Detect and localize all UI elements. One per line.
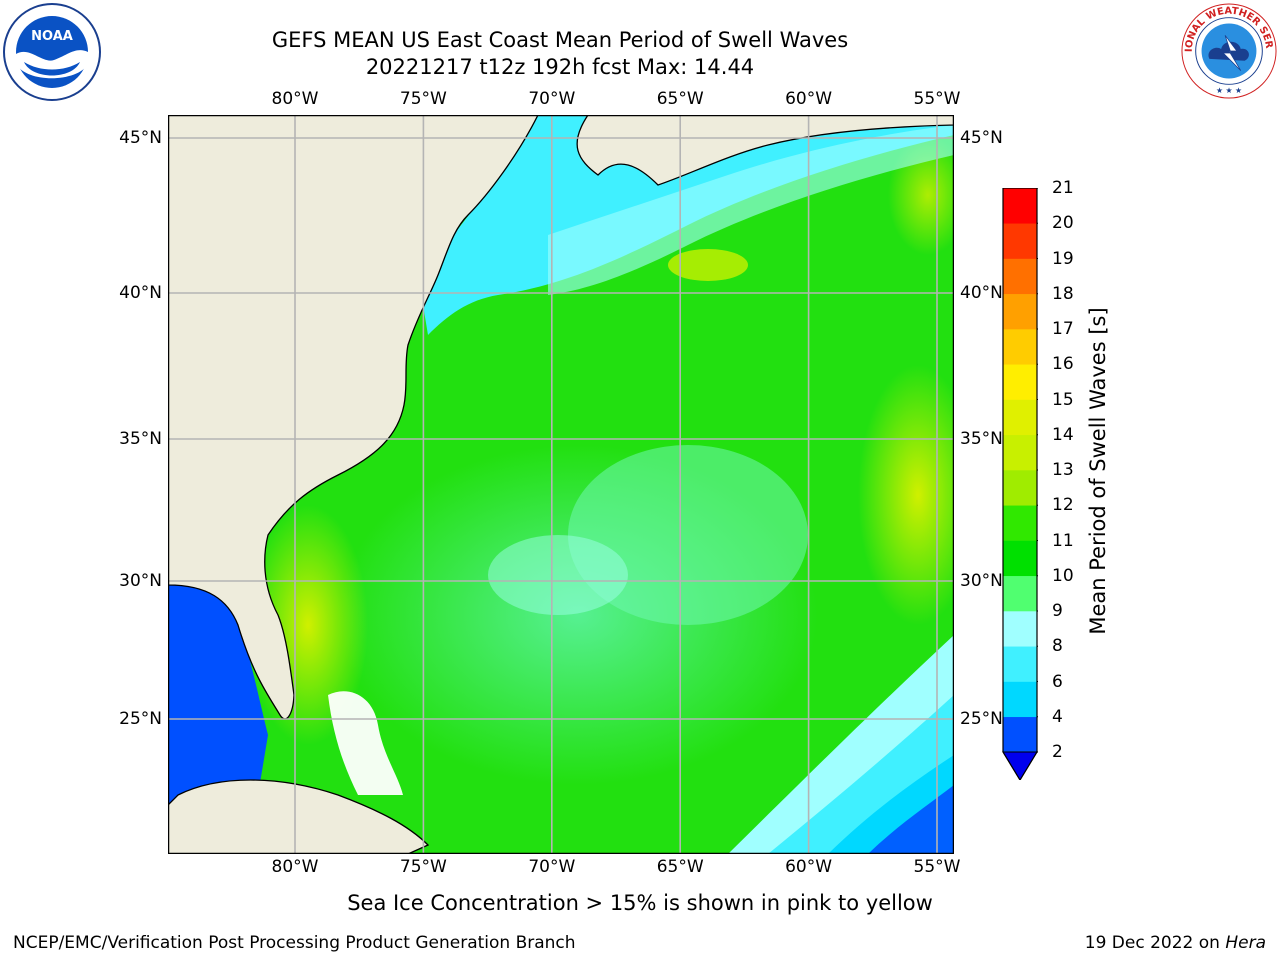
colorbar-level-label: 21 xyxy=(1052,178,1074,198)
lon-tick-label-top: 55°W xyxy=(913,89,961,109)
lat-tick-label-right: 30°N xyxy=(960,571,1003,591)
colorbar-band xyxy=(1003,399,1037,436)
colorbar-band xyxy=(1003,681,1037,718)
colorbar-level-label: 12 xyxy=(1052,495,1074,516)
footer-host: Hera xyxy=(1225,933,1266,953)
colorbar-level-label: 13 xyxy=(1052,460,1074,480)
colorbar-level-label: 4 xyxy=(1052,706,1063,727)
colorbar-band xyxy=(1003,258,1037,295)
footer-date: 19 Dec 2022 on Hera xyxy=(1085,933,1266,953)
colorbar-band xyxy=(1003,223,1037,259)
lat-tick-label-right: 35°N xyxy=(960,429,1003,449)
colorbar-band xyxy=(1003,188,1037,224)
colorbar-band xyxy=(1003,716,1037,753)
chart-subtitle: 20221217 t12z 192h fcst Max: 14.44 xyxy=(365,55,755,79)
colorbar-band xyxy=(1003,540,1037,577)
colorbar xyxy=(1002,188,1038,780)
bahamas-shallow xyxy=(328,691,403,795)
noaa-logo-text: NOAA xyxy=(31,29,73,44)
nws-stars: ★ ★ ★ xyxy=(1216,86,1242,95)
colorbar-level-label: 6 xyxy=(1052,671,1063,692)
colorbar-extend-triangle xyxy=(1002,751,1038,780)
colorbar-level-label: 11 xyxy=(1052,530,1074,551)
colorbar-level-label: 10 xyxy=(1052,565,1074,586)
lon-tick-label-bottom: 60°W xyxy=(785,857,833,877)
colorbar-band xyxy=(1003,434,1037,471)
lat-tick-label-right: 25°N xyxy=(960,709,1003,729)
lon-tick-label-bottom: 65°W xyxy=(656,857,704,877)
lon-tick-label-top: 80°W xyxy=(271,89,319,109)
lat-tick-label-left: 25°N xyxy=(119,709,162,729)
footer-date-text: 19 Dec 2022 on xyxy=(1084,933,1226,953)
land-cuba xyxy=(168,779,430,854)
map-border xyxy=(168,115,954,854)
noaa-logo: NOAA xyxy=(3,3,101,101)
lon-tick-label-bottom: 75°W xyxy=(399,857,447,877)
colorbar-band xyxy=(1003,646,1037,682)
lon-tick-label-top: 75°W xyxy=(399,89,447,109)
lon-tick-label-top: 65°W xyxy=(656,89,704,109)
map-plot xyxy=(168,115,954,854)
colorbar-band xyxy=(1003,470,1037,506)
lon-tick-label-bottom: 55°W xyxy=(913,857,961,877)
colorbar-title: Mean Period of Swell Waves [s] xyxy=(1086,307,1110,635)
lat-tick-label-left: 30°N xyxy=(119,571,162,591)
lon-tick-label-bottom: 80°W xyxy=(271,857,319,877)
footer-branch: NCEP/EMC/Verification Post Processing Pr… xyxy=(13,933,576,953)
colorbar-level-label: 8 xyxy=(1052,636,1063,657)
colorbar-level-label: 18 xyxy=(1052,283,1074,304)
colorbar-level-label: 16 xyxy=(1052,354,1074,375)
lat-tick-label-left: 40°N xyxy=(119,283,162,303)
lat-tick-label-left: 45°N xyxy=(119,128,162,148)
colorbar-level-label: 17 xyxy=(1052,319,1074,339)
lon-tick-label-bottom: 70°W xyxy=(528,857,576,877)
graticule xyxy=(168,115,954,854)
land-canada xyxy=(576,115,954,186)
land-us xyxy=(168,115,539,720)
colorbar-level-label: 20 xyxy=(1052,213,1074,234)
colorbar-level-label: 14 xyxy=(1052,424,1074,445)
lat-tick-label-right: 45°N xyxy=(960,128,1003,148)
colorbar-level-label: 2 xyxy=(1052,742,1063,762)
lat-tick-label-right: 40°N xyxy=(960,283,1003,303)
colorbar-band xyxy=(1003,293,1037,330)
lon-tick-label-top: 70°W xyxy=(528,89,576,109)
sea-ice-note: Sea Ice Concentration > 15% is shown in … xyxy=(347,891,933,915)
nws-logo: NATIONAL WEATHER SERVICE ★ ★ ★ xyxy=(1180,2,1277,99)
colorbar-band xyxy=(1003,329,1037,365)
colorbar-level-label: 19 xyxy=(1052,248,1074,269)
colorbar-band xyxy=(1003,364,1037,400)
colorbar-band xyxy=(1003,611,1037,647)
colorbar-level-label: 9 xyxy=(1052,601,1063,621)
lat-tick-label-left: 35°N xyxy=(119,429,162,449)
colorbar-level-label: 15 xyxy=(1052,389,1074,410)
colorbar-band xyxy=(1003,575,1037,612)
lon-tick-label-top: 60°W xyxy=(785,89,833,109)
chart-title: GEFS MEAN US East Coast Mean Period of S… xyxy=(271,28,849,52)
colorbar-band xyxy=(1003,505,1037,541)
